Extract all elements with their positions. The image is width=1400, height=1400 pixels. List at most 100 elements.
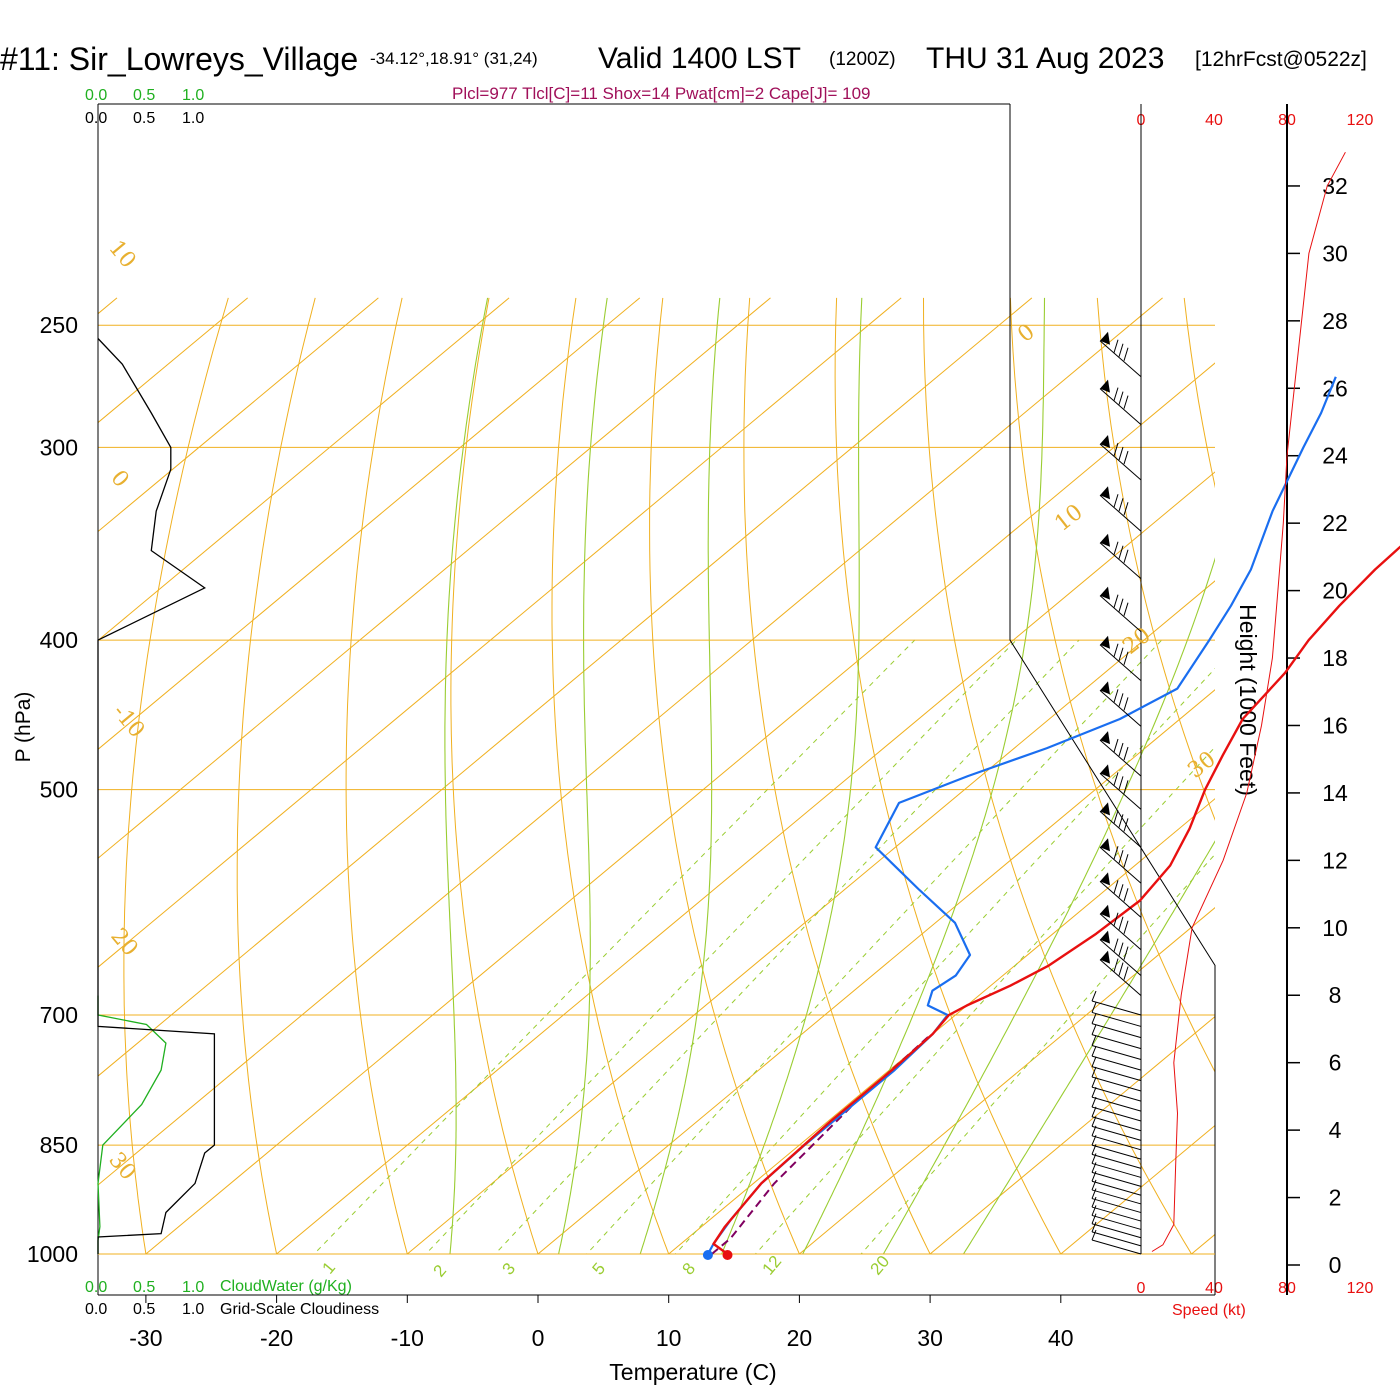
isotherm-line bbox=[98, 297, 379, 533]
pressure-tick-label: 250 bbox=[40, 312, 78, 338]
wind-barb bbox=[1099, 690, 1142, 727]
wind-barb-pennant bbox=[1100, 872, 1110, 886]
wind-speed-tick: 120 bbox=[1347, 112, 1374, 129]
mixing-ratio-label: 3 bbox=[499, 1259, 520, 1278]
height-tick-label: 28 bbox=[1322, 308, 1348, 334]
wind-barb bbox=[1099, 846, 1142, 884]
wind-barb-flag bbox=[1091, 1096, 1097, 1108]
temperature-tick-label: -10 bbox=[391, 1325, 424, 1351]
valid-date: THU 31 Aug 2023 bbox=[926, 42, 1165, 75]
wind-barb bbox=[1099, 388, 1142, 426]
dry-adiabat-line bbox=[236, 297, 316, 1254]
wind-barb bbox=[1091, 1055, 1142, 1071]
temperature-tick-label: 0 bbox=[532, 1325, 545, 1351]
wind-barb-pennant bbox=[1100, 904, 1110, 918]
dry-adiabat-line bbox=[123, 297, 229, 1254]
wind-barb bbox=[1099, 913, 1142, 951]
height-tick-label: 6 bbox=[1329, 1050, 1342, 1076]
background-lines bbox=[98, 297, 1215, 1254]
isotherm-line bbox=[145, 362, 1215, 1254]
pressure-tick-label: 300 bbox=[40, 434, 78, 460]
mixing-ratio-label: 8 bbox=[679, 1259, 700, 1278]
moist-adiabat-line bbox=[721, 297, 863, 1254]
wind-barb-feather bbox=[1123, 966, 1129, 980]
mixing-ratio-label: 12 bbox=[759, 1252, 786, 1279]
cloudiness-tick: 1.0 bbox=[182, 110, 204, 127]
wind-barb-feather bbox=[1118, 545, 1124, 559]
wind-barb bbox=[1091, 1096, 1142, 1112]
wind-barb-feather bbox=[1123, 502, 1129, 516]
wind-barb-feather bbox=[1123, 854, 1129, 868]
height-tick-label: 32 bbox=[1322, 173, 1348, 199]
wind-barb bbox=[1091, 1106, 1142, 1122]
isotherm-label: 30 bbox=[103, 1148, 140, 1186]
mixing-ratio-line bbox=[425, 639, 1017, 1254]
wind-barb bbox=[1099, 644, 1142, 682]
isotherm-line bbox=[98, 297, 1033, 1077]
wind-barb-feather bbox=[1113, 387, 1119, 401]
cloudiness-line bbox=[97, 338, 216, 1254]
temperature-tick-label: -30 bbox=[129, 1325, 162, 1351]
height-tick-label: 30 bbox=[1322, 240, 1348, 266]
height-tick-label: 22 bbox=[1322, 510, 1348, 536]
wind-speed-axis-label: Speed (kt) bbox=[1172, 1302, 1246, 1319]
wind-barb-feather bbox=[1123, 602, 1129, 616]
wind-barb-feather bbox=[1123, 888, 1129, 902]
wind-barb-flag bbox=[1091, 1056, 1097, 1067]
wind-barb-flag bbox=[1091, 1035, 1097, 1046]
wind-barb-flag bbox=[1091, 1066, 1097, 1078]
wind-barb-feather bbox=[1118, 647, 1124, 661]
wind-barb-flag bbox=[1091, 1002, 1097, 1013]
moist-adiabat-line bbox=[882, 557, 1215, 1254]
mixing-ratio-line bbox=[585, 639, 1163, 1254]
isotherm-line bbox=[1190, 1233, 1215, 1254]
wind-barb-feather bbox=[1113, 594, 1119, 608]
cloudwater-tick: 1.0 bbox=[182, 1279, 204, 1296]
mixing-ratio-line bbox=[754, 746, 1215, 1254]
height-tick-label: 8 bbox=[1329, 982, 1342, 1008]
parcel-indices: Plcl=977 Tlcl[C]=11 Shox=14 Pwat[cm]=2 C… bbox=[452, 84, 870, 103]
wind-barb-feather bbox=[1113, 880, 1119, 894]
isotherm-line bbox=[98, 297, 248, 424]
valid-time: Valid 1400 LST bbox=[598, 42, 801, 75]
zulu-time: (1200Z) bbox=[829, 49, 896, 70]
wind-barb-feather bbox=[1118, 884, 1124, 898]
wind-barb bbox=[1091, 1180, 1142, 1196]
dry-adiabat-line bbox=[345, 297, 408, 1254]
dry-adiabat-line bbox=[551, 297, 670, 1254]
wind-barb-pennant bbox=[1100, 681, 1110, 695]
wind-speed-tick: 40 bbox=[1205, 112, 1223, 129]
wind-barb-pennant bbox=[1100, 731, 1110, 745]
height-tick-label: 10 bbox=[1322, 915, 1348, 941]
height-tick-label: 0 bbox=[1329, 1252, 1342, 1278]
wind-speed-line bbox=[1151, 151, 1346, 1252]
cloudiness-axis-label: Grid-Scale Cloudiness bbox=[220, 1301, 379, 1318]
wind-barb-pennant bbox=[1100, 635, 1110, 649]
wind-barb-flag bbox=[1091, 1013, 1097, 1024]
x-axis-label: Temperature (C) bbox=[609, 1359, 776, 1385]
wind-barb-feather bbox=[1113, 938, 1119, 952]
wind-barb-flag bbox=[1091, 1045, 1097, 1057]
wind-barb bbox=[1091, 1076, 1142, 1092]
isotherm-line bbox=[98, 297, 641, 750]
wind-barb bbox=[1091, 1223, 1142, 1239]
isotherm-label: 20 bbox=[105, 924, 142, 962]
moist-adiabat-line bbox=[558, 297, 608, 1254]
moist-adiabat-line bbox=[639, 297, 721, 1254]
pressure-tick-label: 850 bbox=[40, 1132, 78, 1158]
dewpoint-line bbox=[706, 376, 1337, 1255]
temperature-line bbox=[712, 545, 1400, 1255]
wind-barb bbox=[1091, 1044, 1142, 1060]
wind-barb-feather bbox=[1118, 814, 1124, 828]
wind-barb-pennant bbox=[1100, 586, 1110, 600]
wind-barb bbox=[1091, 1214, 1142, 1230]
wind-barb-flag bbox=[1091, 1213, 1097, 1224]
temperature-tick-label: 40 bbox=[1048, 1325, 1074, 1351]
wind-barb bbox=[1099, 773, 1142, 810]
mixing-ratio-label: 20 bbox=[867, 1252, 894, 1279]
wind-barb bbox=[1099, 340, 1142, 378]
isotherm-line bbox=[98, 297, 902, 968]
height-tick-label: 4 bbox=[1329, 1117, 1342, 1143]
wind-barb bbox=[1091, 1125, 1142, 1141]
